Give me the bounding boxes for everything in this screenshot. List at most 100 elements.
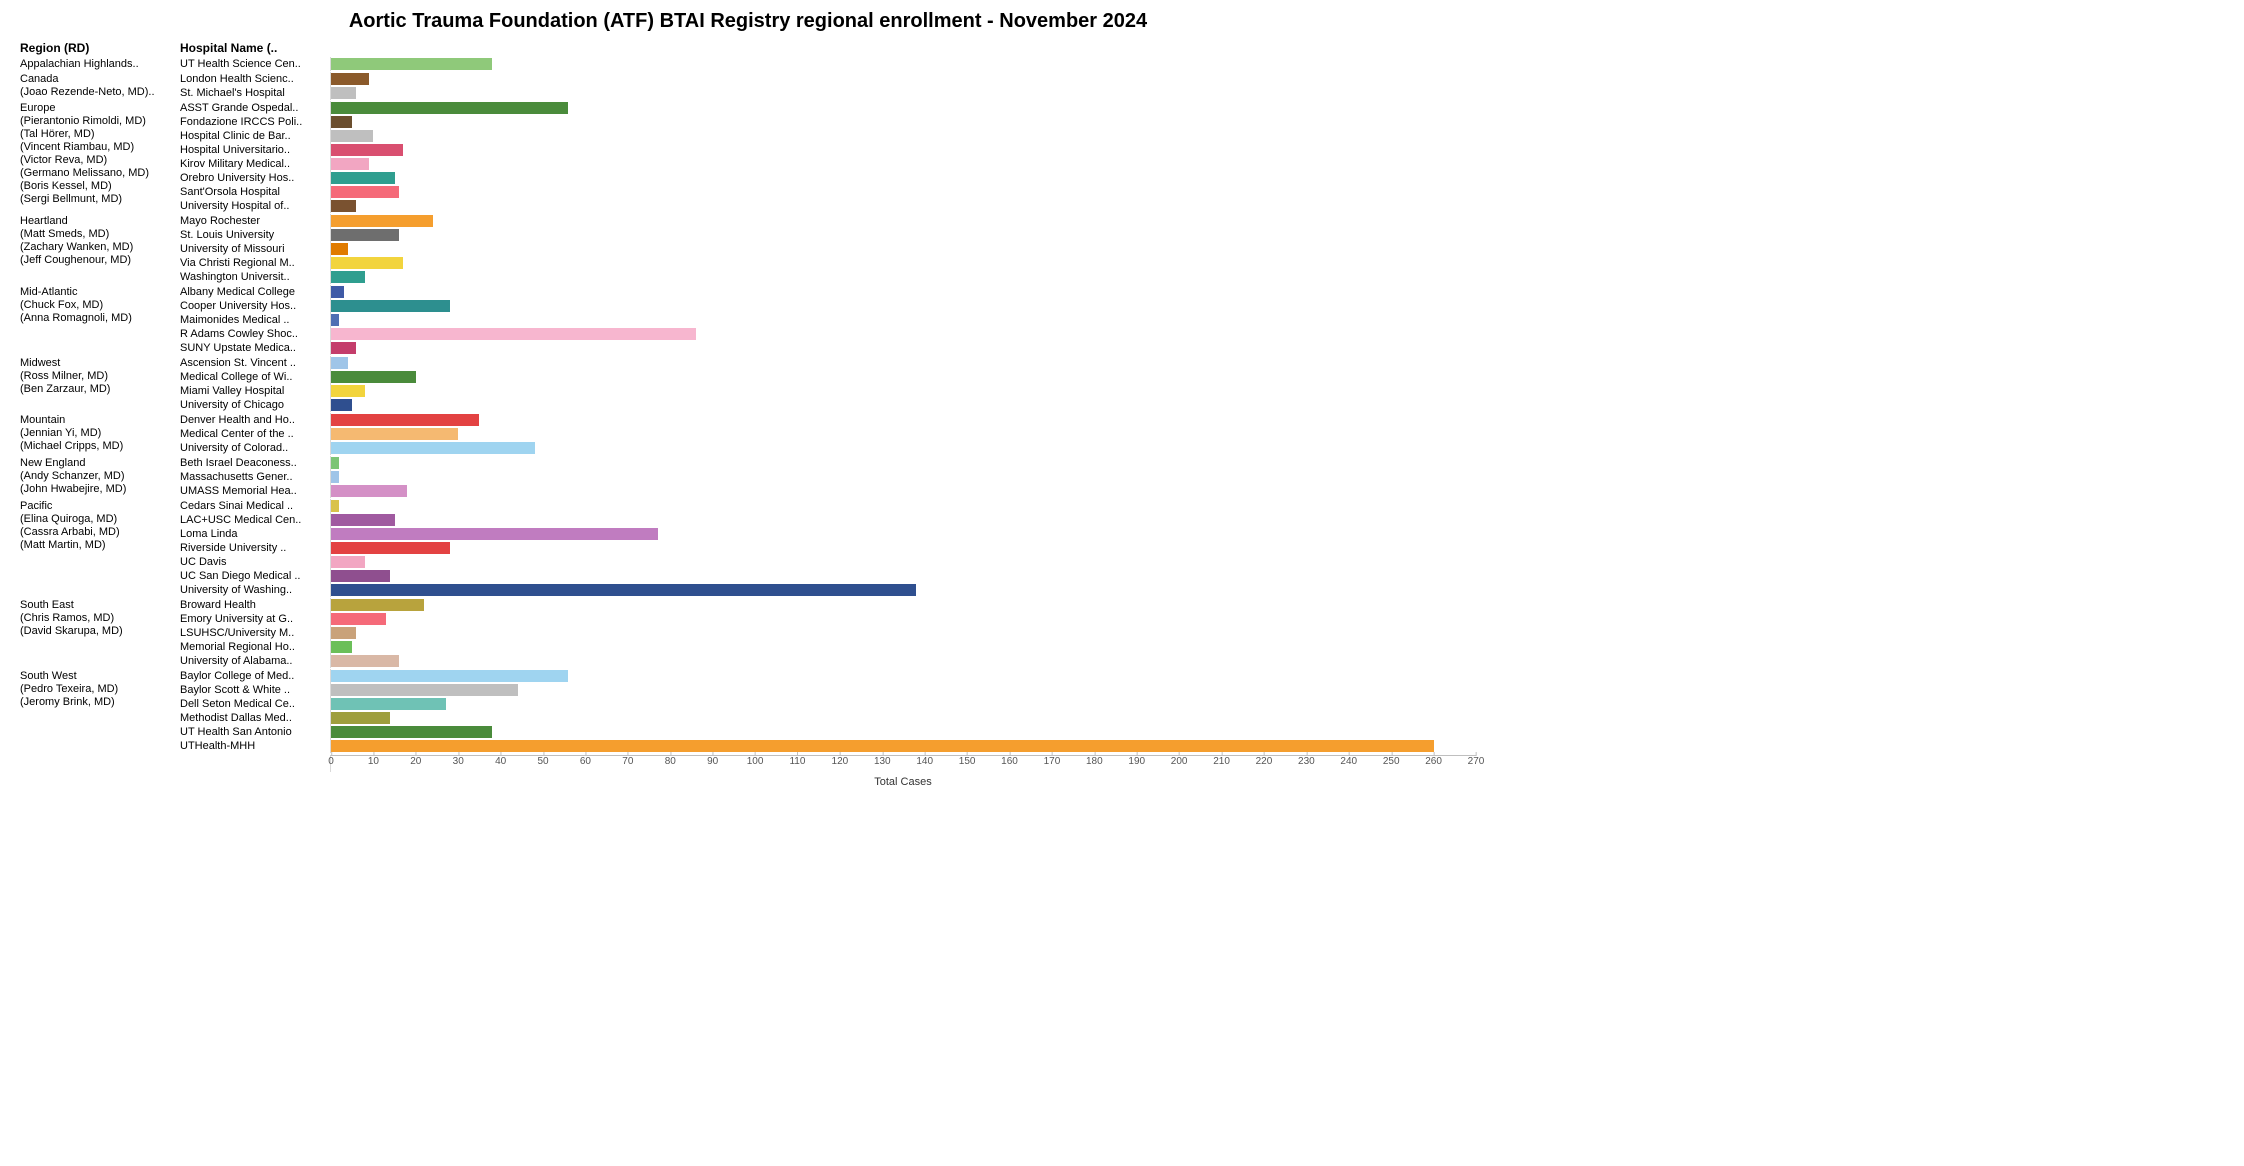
x-axis: 0102030405060708090100110120130140150160…	[330, 755, 1476, 772]
hospital-row: University of Colorad..	[180, 441, 1476, 455]
bar	[331, 116, 352, 128]
bar-cell	[330, 214, 1476, 228]
bar	[331, 500, 339, 512]
hospital-label: ASST Grande Ospedal..	[180, 102, 330, 114]
header-region: Region (RD)	[20, 41, 180, 55]
x-tick: 10	[368, 756, 379, 767]
hospital-row: Baylor College of Med..	[180, 669, 1476, 683]
bar	[331, 514, 395, 526]
hospital-row: Hospital Clinic de Bar..	[180, 129, 1476, 143]
x-tick: 110	[789, 756, 805, 767]
hospital-label: Memorial Regional Ho..	[180, 641, 330, 653]
hospital-row: Baylor Scott & White ..	[180, 683, 1476, 697]
hospital-row: Ascension St. Vincent ..	[180, 356, 1476, 370]
bar-cell	[330, 86, 1476, 100]
region-name: Midwest	[20, 357, 180, 370]
bar-cell	[330, 72, 1476, 86]
hospital-row: UMASS Memorial Hea..	[180, 484, 1476, 498]
bar-cell	[330, 555, 1476, 569]
x-tick: 100	[747, 756, 764, 767]
hospital-label: Baylor Scott & White ..	[180, 684, 330, 696]
bar-cell	[330, 171, 1476, 185]
bar	[331, 342, 356, 354]
x-tick: 20	[410, 756, 421, 767]
hospital-row: R Adams Cowley Shoc..	[180, 327, 1476, 341]
hospital-label: Washington Universit..	[180, 271, 330, 283]
x-tick: 0	[328, 756, 334, 767]
bar	[331, 215, 433, 227]
bar-cell	[330, 598, 1476, 612]
x-tick: 190	[1128, 756, 1145, 767]
hospital-row: Riverside University ..	[180, 541, 1476, 555]
x-tick: 180	[1086, 756, 1103, 767]
bar	[331, 613, 386, 625]
region-rows: ASST Grande Ospedal..Fondazione IRCCS Po…	[180, 101, 1476, 213]
bar	[331, 229, 399, 241]
bar-cell	[330, 683, 1476, 697]
bar	[331, 428, 458, 440]
bar-cell	[330, 228, 1476, 242]
bar	[331, 698, 446, 710]
region-rows: Beth Israel Deaconess..Massachusetts Gen…	[180, 456, 1476, 498]
region-director-line: (Pierantonio Rimoldi, MD)	[20, 115, 180, 128]
hospital-row: LSUHSC/University M..	[180, 626, 1476, 640]
region-rows: Denver Health and Ho..Medical Center of …	[180, 413, 1476, 455]
x-tick: 40	[495, 756, 506, 767]
x-axis-title: Total Cases	[330, 776, 1476, 788]
region-director-line: (Michael Cripps, MD)	[20, 440, 180, 453]
hospital-label: University of Washing..	[180, 584, 330, 596]
x-tick: 240	[1340, 756, 1357, 767]
bar-cell	[330, 270, 1476, 284]
hospital-label: Miami Valley Hospital	[180, 385, 330, 397]
x-tick: 260	[1425, 756, 1442, 767]
bar-cell	[330, 313, 1476, 327]
bar-cell	[330, 327, 1476, 341]
hospital-row: Maimonides Medical ..	[180, 313, 1476, 327]
hospital-label: St. Louis University	[180, 229, 330, 241]
hospital-row: SUNY Upstate Medica..	[180, 341, 1476, 355]
hospital-row: Cooper University Hos..	[180, 299, 1476, 313]
hospital-row: Emory University at G..	[180, 612, 1476, 626]
x-tick: 90	[707, 756, 718, 767]
bar	[331, 200, 356, 212]
bar	[331, 58, 492, 70]
hospital-label: Medical College of Wi..	[180, 371, 330, 383]
region-block: Mountain(Jennian Yi, MD)(Michael Cripps,…	[20, 412, 1476, 455]
region-label: Canada(Joao Rezende-Neto, MD)..	[20, 72, 180, 100]
region-director-line: (Victor Reva, MD)	[20, 154, 180, 167]
bar-cell	[330, 654, 1476, 668]
hospital-row: Sant'Orsola Hospital	[180, 185, 1476, 199]
region-block: South East(Chris Ramos, MD)(David Skarup…	[20, 597, 1476, 668]
hospital-label: St. Michael's Hospital	[180, 87, 330, 99]
bar	[331, 286, 344, 298]
bar-cell	[330, 299, 1476, 313]
region-director-line: (Jennian Yi, MD)	[20, 427, 180, 440]
region-rows: London Health Scienc..St. Michael's Hosp…	[180, 72, 1476, 100]
hospital-row: Orebro University Hos..	[180, 171, 1476, 185]
hospital-label: University of Colorad..	[180, 442, 330, 454]
region-director-line: (Chuck Fox, MD)	[20, 299, 180, 312]
bar	[331, 542, 450, 554]
region-rows: UT Health Science Cen..	[180, 57, 1476, 71]
region-rows: Baylor College of Med..Baylor Scott & Wh…	[180, 669, 1476, 753]
bar	[331, 528, 658, 540]
hospital-row: UC Davis	[180, 555, 1476, 569]
region-director-line: (Elina Quiroga, MD)	[20, 513, 180, 526]
region-director-line: (Tal Hörer, MD)	[20, 128, 180, 141]
x-tick: 230	[1298, 756, 1315, 767]
hospital-label: Riverside University ..	[180, 542, 330, 554]
hospital-label: UC San Diego Medical ..	[180, 570, 330, 582]
hospital-row: Albany Medical College	[180, 285, 1476, 299]
hospital-label: SUNY Upstate Medica..	[180, 342, 330, 354]
region-name: South East	[20, 599, 180, 612]
bar	[331, 726, 492, 738]
bar-cell	[330, 569, 1476, 583]
hospital-label: Hospital Clinic de Bar..	[180, 130, 330, 142]
bar-cell	[330, 356, 1476, 370]
hospital-row: Denver Health and Ho..	[180, 413, 1476, 427]
hospital-row: Massachusetts Gener..	[180, 470, 1476, 484]
region-director-line: (Ross Milner, MD)	[20, 370, 180, 383]
bar	[331, 130, 373, 142]
hospital-label: Via Christi Regional M..	[180, 257, 330, 269]
hospital-label: Dell Seton Medical Ce..	[180, 698, 330, 710]
